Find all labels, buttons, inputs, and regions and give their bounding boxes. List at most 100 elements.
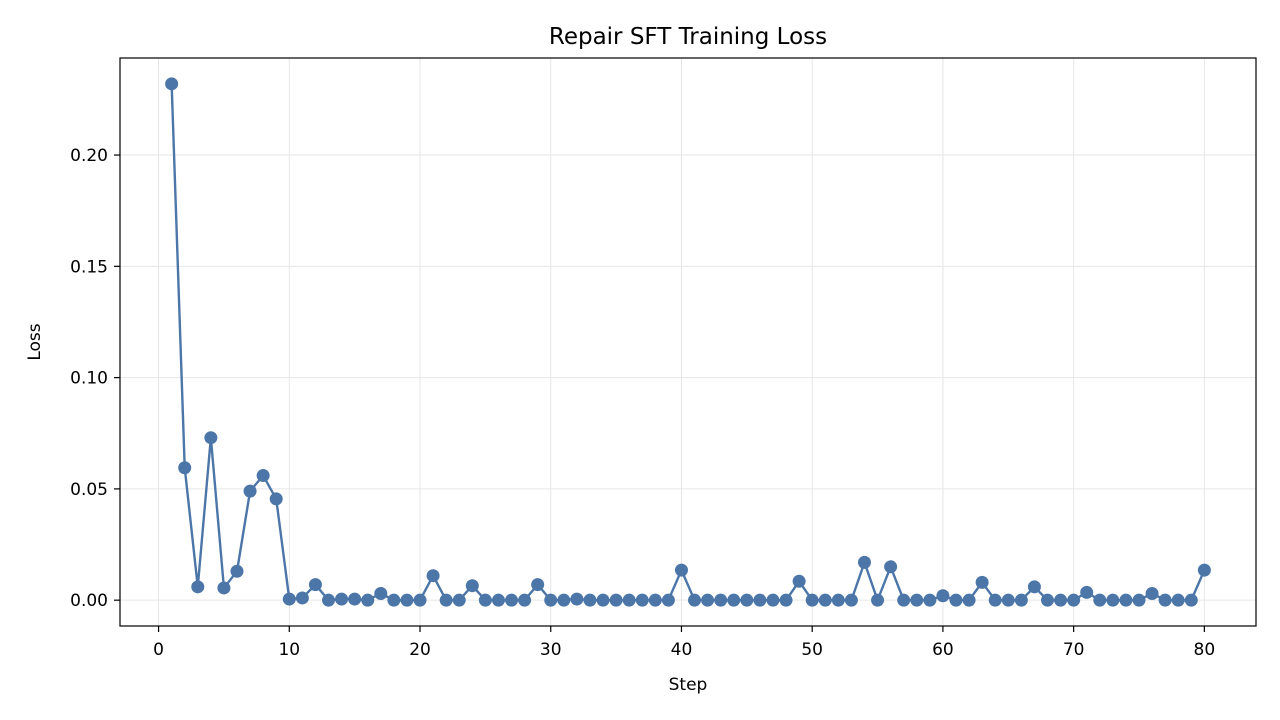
loss-data-point bbox=[622, 593, 636, 607]
loss-data-point bbox=[857, 555, 871, 569]
x-tick-label: 0 bbox=[153, 640, 164, 660]
x-axis-title: Step bbox=[669, 675, 708, 695]
loss-data-point bbox=[766, 593, 780, 607]
loss-data-point bbox=[570, 592, 584, 606]
x-tick-label: 80 bbox=[1194, 640, 1216, 660]
loss-data-point bbox=[413, 593, 427, 607]
loss-data-point bbox=[308, 578, 322, 592]
loss-data-point bbox=[217, 581, 231, 595]
loss-data-point bbox=[544, 593, 558, 607]
loss-data-point bbox=[688, 593, 702, 607]
loss-data-point bbox=[557, 593, 571, 607]
x-tick-label: 60 bbox=[932, 640, 954, 660]
loss-data-point bbox=[884, 560, 898, 574]
loss-data-point bbox=[740, 593, 754, 607]
loss-data-point bbox=[1197, 563, 1211, 577]
loss-data-point bbox=[1132, 593, 1146, 607]
loss-data-point bbox=[269, 492, 283, 506]
loss-data-point bbox=[871, 593, 885, 607]
loss-data-point bbox=[1106, 593, 1120, 607]
tick-layer: 0 10 20 30 40 50 60 70 80 0.00 0.05 0.10 0.15 0.20 bbox=[70, 146, 1215, 660]
loss-data-point bbox=[962, 593, 976, 607]
loss-data-point bbox=[400, 593, 414, 607]
chart-title: Repair SFT Training Loss bbox=[549, 24, 827, 50]
loss-series-line bbox=[170, 83, 1206, 602]
loss-data-point bbox=[322, 593, 336, 607]
loss-data-point bbox=[818, 593, 832, 607]
y-tick-label: 0.00 bbox=[70, 591, 108, 611]
loss-data-point bbox=[1184, 593, 1198, 607]
loss-data-point bbox=[387, 593, 401, 607]
loss-data-point bbox=[426, 569, 440, 583]
y-tick-label: 0.20 bbox=[70, 146, 108, 166]
loss-data-point bbox=[897, 593, 911, 607]
loss-data-point bbox=[1001, 593, 1015, 607]
loss-data-point bbox=[374, 587, 388, 601]
loss-data-point bbox=[295, 591, 309, 605]
loss-data-point bbox=[361, 593, 375, 607]
loss-data-point bbox=[844, 593, 858, 607]
loss-data-point bbox=[1027, 580, 1041, 594]
loss-data-point bbox=[661, 593, 675, 607]
x-tick-label: 50 bbox=[801, 640, 823, 660]
loss-data-point bbox=[805, 593, 819, 607]
loss-data-point bbox=[1093, 593, 1107, 607]
loss-data-point bbox=[727, 593, 741, 607]
plot-frame bbox=[119, 57, 1257, 627]
loss-data-point bbox=[1158, 593, 1172, 607]
loss-data-point bbox=[243, 484, 257, 498]
x-tick-label: 10 bbox=[278, 640, 300, 660]
loss-data-point bbox=[648, 593, 662, 607]
y-tick-label: 0.05 bbox=[70, 480, 108, 500]
loss-data-point bbox=[348, 592, 362, 606]
loss-data-point bbox=[178, 461, 192, 475]
loss-data-point bbox=[282, 592, 296, 606]
loss-data-point bbox=[230, 564, 244, 578]
loss-data-point bbox=[518, 593, 532, 607]
loss-data-point bbox=[1080, 585, 1094, 599]
loss-data-point bbox=[701, 593, 715, 607]
loss-data-point bbox=[1040, 593, 1054, 607]
y-tick-label: 0.10 bbox=[70, 369, 108, 389]
loss-data-point bbox=[491, 593, 505, 607]
loss-data-point bbox=[596, 593, 610, 607]
loss-data-point bbox=[439, 593, 453, 607]
loss-data-point bbox=[975, 575, 989, 589]
loss-data-point bbox=[936, 589, 950, 603]
y-tick-label: 0.15 bbox=[70, 257, 108, 277]
loss-data-point bbox=[1067, 593, 1081, 607]
loss-data-point bbox=[779, 593, 793, 607]
loss-data-point bbox=[256, 469, 270, 483]
loss-data-point bbox=[831, 593, 845, 607]
loss-data-point bbox=[1145, 587, 1159, 601]
loss-data-point bbox=[1054, 593, 1068, 607]
loss-data-point bbox=[714, 593, 728, 607]
x-tick-label: 40 bbox=[671, 640, 693, 660]
grid-layer bbox=[120, 58, 1256, 626]
x-tick-label: 70 bbox=[1063, 640, 1085, 660]
loss-data-point bbox=[753, 593, 767, 607]
loss-data-point bbox=[465, 579, 479, 593]
loss-data-point bbox=[923, 593, 937, 607]
loss-data-point bbox=[792, 574, 806, 588]
loss-data-point bbox=[609, 593, 623, 607]
loss-data-point bbox=[674, 563, 688, 577]
loss-data-point bbox=[335, 592, 349, 606]
loss-data-point bbox=[452, 593, 466, 607]
loss-data-point bbox=[635, 593, 649, 607]
loss-data-point bbox=[191, 580, 205, 594]
loss-data-point bbox=[949, 593, 963, 607]
loss-data-point bbox=[583, 593, 597, 607]
x-tick-label: 30 bbox=[540, 640, 562, 660]
loss-data-point bbox=[1119, 593, 1133, 607]
loss-data-point bbox=[1014, 593, 1028, 607]
loss-data-point bbox=[505, 593, 519, 607]
loss-data-point bbox=[531, 578, 545, 592]
series-layer bbox=[165, 77, 1211, 607]
loss-data-point bbox=[478, 593, 492, 607]
x-tick-label: 20 bbox=[409, 640, 431, 660]
loss-data-point bbox=[1171, 593, 1185, 607]
loss-data-point bbox=[204, 431, 218, 445]
